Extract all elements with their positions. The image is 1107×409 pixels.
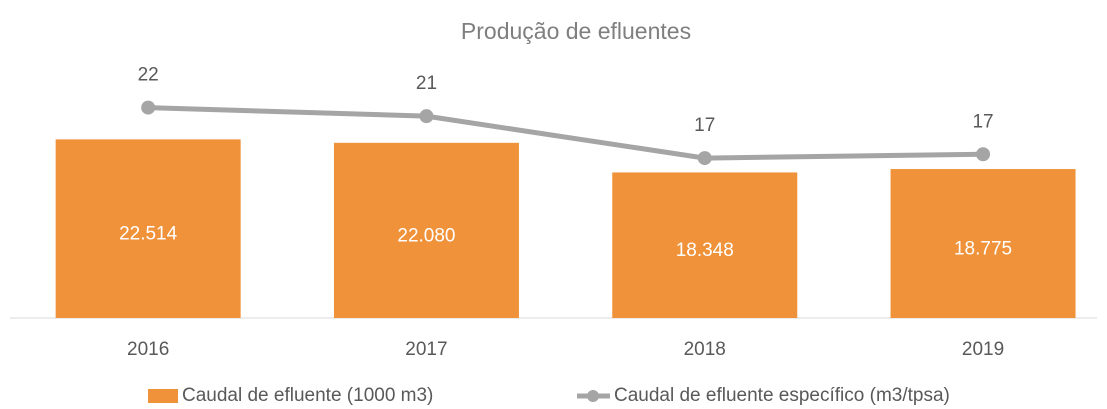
x-tick-label: 2019 (962, 339, 1004, 360)
line-point (697, 151, 712, 166)
x-tick-label: 2018 (684, 339, 726, 360)
bar-value-label: 22.514 (119, 224, 178, 245)
bar (890, 169, 1076, 318)
chart-title: Produção de efluentes (461, 18, 691, 44)
legend-swatch (587, 390, 599, 402)
line-point (976, 147, 991, 162)
line-value-label: 17 (972, 111, 993, 132)
legend-label: Caudal de efluente específico (m3/tpsa) (614, 385, 950, 406)
bar (55, 139, 241, 318)
legend-label: Caudal de efluente (1000 m3) (182, 385, 433, 406)
line-value-label: 21 (416, 73, 437, 94)
line (148, 105, 984, 161)
bar-value-label: 18.348 (676, 240, 734, 261)
x-tick-label: 2017 (405, 339, 447, 360)
bar-value-label: 18.775 (954, 239, 1012, 260)
bar (612, 172, 798, 318)
bar-value-label: 22.080 (397, 225, 455, 246)
bar (333, 142, 519, 318)
line-value-label: 22 (138, 65, 159, 86)
x-tick-label: 2016 (127, 339, 169, 360)
line-point (141, 100, 156, 115)
line-point (419, 109, 434, 124)
line-value-label: 17 (694, 115, 715, 136)
legend-swatch (148, 389, 178, 403)
